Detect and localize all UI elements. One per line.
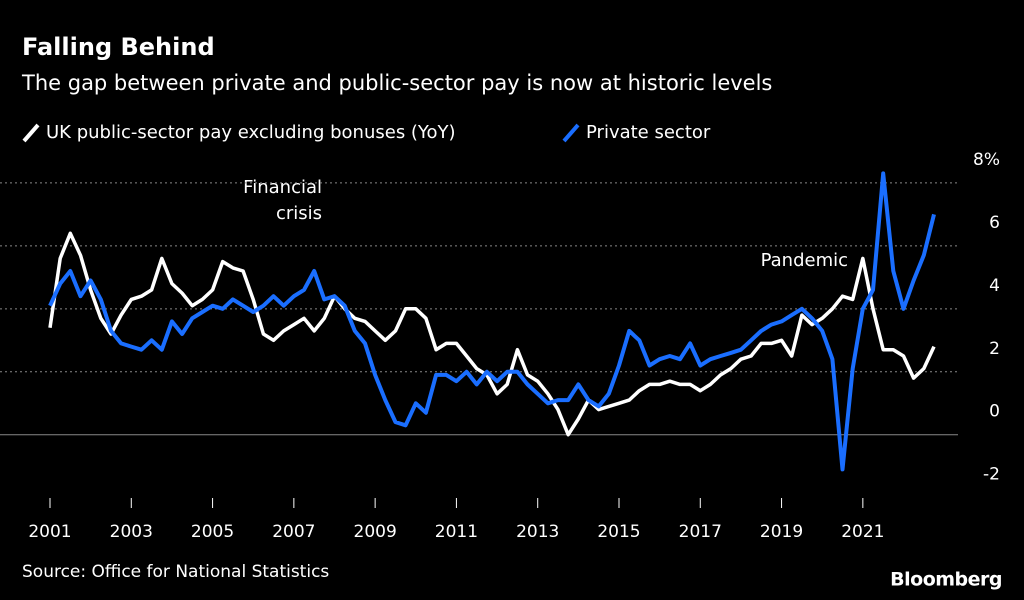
legend-swatch bbox=[22, 123, 40, 143]
source: Source: Office for National Statistics bbox=[22, 562, 329, 582]
y-tick-label: 2 bbox=[989, 339, 1000, 359]
x-tick-label: 2017 bbox=[679, 522, 722, 542]
chart-subtitle: The gap between private and public-secto… bbox=[21, 71, 772, 95]
y-tick-label: -2 bbox=[983, 465, 1000, 485]
y-tick-label: 6 bbox=[989, 213, 1000, 233]
legend-label: UK public-sector pay excluding bonuses (… bbox=[46, 122, 456, 143]
y-tick-label: 8% bbox=[973, 150, 1000, 170]
x-tick-label: 2021 bbox=[841, 522, 884, 542]
x-tick-label: 2011 bbox=[435, 522, 478, 542]
x-tick-label: 2007 bbox=[272, 522, 315, 542]
x-tick-label: 2001 bbox=[28, 522, 71, 542]
legend-swatch bbox=[562, 123, 580, 143]
annotation: Pandemic bbox=[761, 250, 848, 271]
brand: Bloomberg bbox=[890, 569, 1002, 591]
chart-title: Falling Behind bbox=[22, 33, 215, 61]
series-line bbox=[48, 231, 936, 437]
legend-label: Private sector bbox=[586, 122, 711, 143]
x-tick-label: 2013 bbox=[516, 522, 559, 542]
x-tick-label: 2003 bbox=[110, 522, 153, 542]
annotation: Financial bbox=[243, 177, 322, 198]
x-tick-label: 2019 bbox=[760, 522, 803, 542]
series-line bbox=[48, 171, 936, 472]
annotation: crisis bbox=[276, 203, 322, 224]
x-tick-label: 2015 bbox=[597, 522, 640, 542]
y-tick-label: 0 bbox=[989, 402, 1000, 422]
x-tick-label: 2009 bbox=[354, 522, 397, 542]
x-tick-label: 2005 bbox=[191, 522, 234, 542]
y-tick-label: 4 bbox=[989, 276, 1000, 296]
